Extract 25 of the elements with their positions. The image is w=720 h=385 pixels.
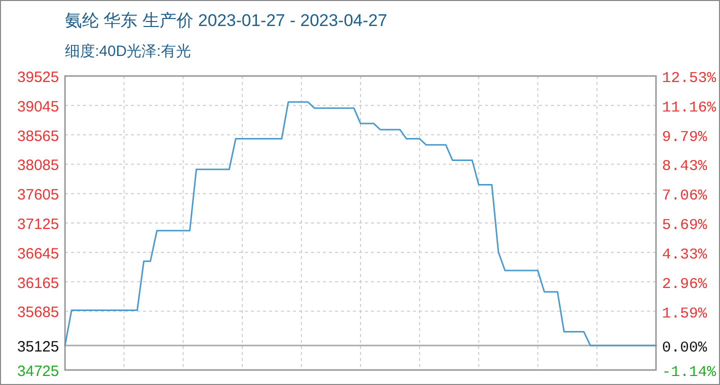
y2-tick-label: 11.16% [662,99,718,116]
y-tick-label: 38085 [17,157,59,174]
y-tick-label: 35125 [17,338,59,356]
line-series [64,101,657,346]
chart-subtitle: 细度:40D光泽:有光 [65,43,191,60]
y-tick-label: 39525 [17,69,59,86]
y-tick-label: 39045 [17,98,59,116]
y2-tick-label: 2.96% [662,276,708,293]
y2-tick-label: 12.53% [662,70,718,87]
y2-tick-label: 4.33% [662,246,708,264]
y2-tick-label: 8.43% [662,158,708,176]
y-tick-label: 38565 [17,128,59,145]
y-tick-label: 36645 [17,245,59,262]
y2-tick-label: 7.06% [662,188,708,205]
y2-tick-label: 1.59% [662,305,708,322]
y2-tick-label: -1.14% [662,364,718,381]
chart-title: 氨纶 华东 生产价 2023-01-27 - 2023-04-27 [65,11,388,30]
y-tick-label: 37605 [17,186,59,204]
y2-tick-label: 9.79% [662,128,708,146]
y-tick-label: 34725 [17,363,59,380]
y2-tick-label: 0.00% [662,339,708,356]
y2-tick-label: 5.69% [662,217,708,234]
y-tick-label: 36165 [17,274,59,292]
y-tick-label: 37125 [17,216,59,233]
y-tick-label: 35685 [17,304,59,322]
